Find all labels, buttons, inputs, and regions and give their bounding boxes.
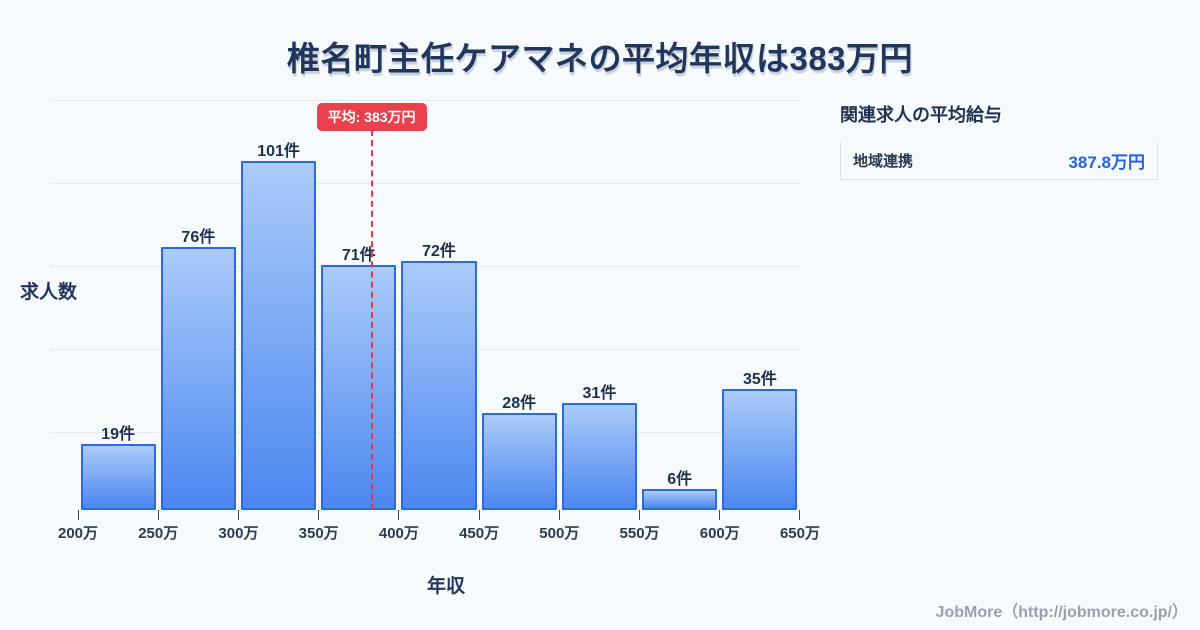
bar-count-label: 31件 (582, 385, 617, 402)
axis-tick-label: 650万 (779, 525, 820, 542)
bar-count-label: 72件 (422, 243, 456, 260)
axis-tick-label: 600万 (699, 525, 740, 542)
bar-count-label: 101件 (257, 143, 300, 160)
axis-tick (318, 510, 320, 520)
axis-tick-label: 500万 (539, 525, 580, 542)
job-category-salary: 387.8万円 (1068, 153, 1145, 172)
histogram-bar (80, 444, 156, 510)
axis-tick (77, 510, 79, 520)
histogram-bar (321, 265, 397, 510)
axis-tick (799, 510, 801, 520)
page-title: 椎名町主任ケアマネの平均年収は383万円 (286, 40, 914, 77)
axis-tick (398, 510, 400, 520)
footer-credit: JobMore（http://jobmore.co.jp/） (935, 604, 1188, 621)
histogram-bar (401, 261, 477, 510)
axis-tick (719, 510, 721, 520)
bar-count-label: 19件 (101, 426, 136, 443)
axis-tick (639, 510, 641, 520)
gridline (50, 183, 800, 184)
axis-tick-label: 250万 (138, 525, 179, 542)
axis-tick-label: 350万 (298, 525, 339, 542)
bar-count-label: 6件 (667, 471, 693, 488)
panel-heading: 関連求人の平均給与 (840, 105, 1002, 125)
bar-count-label: 76件 (181, 229, 216, 246)
axis-tick-label: 450万 (459, 525, 500, 542)
salary-row: 地域連携 387.8万円 (840, 142, 1158, 180)
bar-count-label: 71件 (341, 247, 376, 264)
job-category-label: 地域連携 (853, 153, 914, 170)
y-axis-label: 求人数 (20, 282, 78, 303)
histogram-bar (722, 389, 798, 510)
bar-count-label: 35件 (742, 371, 777, 388)
axis-tick-label: 300万 (218, 525, 259, 542)
axis-tick (558, 510, 560, 520)
axis-tick (237, 510, 239, 520)
histogram-bar (481, 413, 557, 510)
gridline (50, 100, 800, 101)
axis-tick (478, 510, 480, 520)
x-axis-label: 年収 (426, 576, 465, 597)
axis-tick-label: 400万 (378, 525, 419, 542)
bar-count-label: 28件 (502, 395, 537, 412)
average-badge: 平均: 383万円 (316, 103, 427, 131)
histogram-bar (160, 247, 236, 510)
axis-tick-label: 550万 (619, 525, 660, 542)
histogram-bar (561, 403, 638, 510)
axis-tick (157, 510, 159, 520)
histogram-bar (240, 161, 317, 510)
average-line (370, 130, 373, 510)
axis-tick-label: 200万 (57, 525, 99, 542)
histogram-bar (642, 489, 718, 510)
